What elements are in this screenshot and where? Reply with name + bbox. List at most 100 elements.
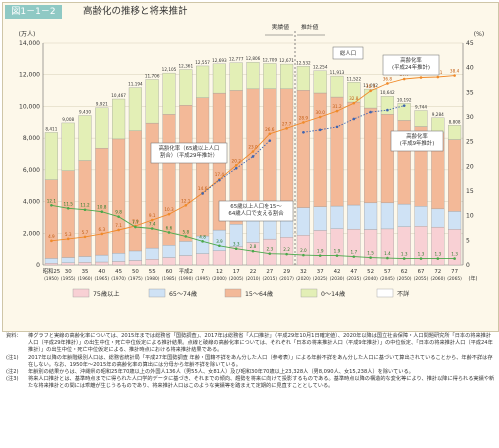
support-ratio-label: 7.4	[149, 221, 156, 226]
total-population-label: 12,557	[195, 60, 210, 65]
bar-segment-15-64	[448, 139, 462, 212]
support-ratio-line-point	[436, 257, 440, 260]
bar-segment-65-74	[44, 258, 58, 264]
y-tick-label-right: 10	[466, 213, 474, 220]
aging-rate-h9-annotation-line1: 高齢化率	[406, 132, 428, 140]
support-ratio-label: 1.5	[367, 251, 374, 256]
bar-segment-0-14	[263, 63, 277, 89]
bar-segment-65-74	[128, 250, 142, 261]
x-tick-label: 40	[98, 269, 105, 275]
bar-segment-75plus	[145, 259, 159, 266]
support-ratio-line-point	[352, 255, 356, 258]
support-ratio-line-point	[50, 204, 53, 207]
y-left-unit: (万人)	[19, 31, 36, 38]
aging-rate-line-point	[83, 235, 87, 239]
aging-rate-label: 14.6	[198, 186, 208, 191]
bar-segment-75plus	[179, 255, 193, 266]
support-ratio-line-point	[302, 253, 305, 257]
x-tick-label: 55	[149, 269, 156, 275]
support-ratio-label: 1.9	[317, 249, 324, 254]
aging-rate-line-point	[402, 77, 406, 81]
total-population-label: 9,921	[96, 102, 108, 107]
support-ratio-line-point	[150, 227, 154, 230]
legend-swatch	[376, 288, 394, 298]
support-ratio-label: 1.3	[401, 252, 408, 257]
aging-rate-label: 12.1	[181, 198, 191, 203]
support-ratio-label: 12.1	[47, 198, 57, 203]
bar-segment-15-64	[330, 96, 344, 207]
support-ratio-label: 2.8	[250, 244, 257, 249]
support-ratio-line-point	[83, 208, 87, 212]
bar-segment-15-64	[296, 90, 310, 208]
bar-segment-0-14	[212, 63, 226, 94]
total-population-label: 12,777	[229, 57, 244, 62]
aging-rate-label: 38.4	[450, 69, 460, 74]
aging-rate-h9-line-point	[201, 192, 204, 195]
bar-segment-75plus	[44, 263, 58, 266]
bar-segment-75plus	[196, 253, 210, 266]
aging-rate-label: 4.9	[48, 234, 55, 239]
bar-segment-0-14	[330, 75, 344, 98]
aging-rate-h9-line-point	[268, 139, 272, 142]
bar-segment-75plus	[330, 228, 344, 266]
aging-rate-label: 17.4	[215, 172, 225, 177]
x-tick-label: 30	[65, 269, 72, 275]
x-tick-label-western: (2017)	[279, 276, 294, 282]
y-tick-label-right: 0	[466, 262, 470, 269]
figure-title: 高齢化の推移と将来推計	[83, 6, 188, 17]
aging-rate-h9-line-point	[234, 167, 238, 170]
support-ratio-label: 1.7	[350, 250, 357, 255]
bar-segment-65-74	[414, 206, 428, 227]
aging-rate-line-point	[436, 75, 440, 79]
bar-segment-15-64	[179, 105, 193, 242]
support-ratio-line-point	[218, 244, 221, 248]
support-ratio-line-point	[419, 257, 423, 260]
note-source: 資料： 棒グラフと実線の高齢化率については、2015年までは総務省「国勢調査」、2…	[6, 333, 493, 354]
support-ratio-line-point	[234, 247, 238, 251]
bar-segment-15-64	[380, 114, 394, 204]
bar-segment-65-74	[296, 207, 310, 236]
aging-rate-line-point	[419, 76, 423, 79]
aging-rate-label: 27.7	[282, 121, 292, 126]
x-tick-label: 72	[434, 269, 441, 275]
total-population-label: 12,254	[313, 65, 328, 70]
x-tick-label-western: (1980)	[145, 276, 160, 282]
y-tick-label-left: 0	[36, 262, 40, 269]
aging-rate-label: 30.0	[316, 110, 326, 115]
aging-rate-h9-annotation-line2: (平成9年推計)	[400, 139, 435, 147]
support-ratio-line-point	[318, 254, 322, 257]
total-population-label: 10,192	[397, 97, 412, 102]
aging-rate-line-point	[100, 232, 104, 236]
bar-segment-65-74	[246, 218, 260, 243]
aging-rate-line-point	[318, 115, 322, 119]
support-ratio-label: 7.7	[132, 220, 139, 225]
legend-swatch	[224, 288, 242, 298]
support-ratio-annotation-line2: 64歳人口で支える割合	[228, 209, 284, 217]
bar-segment-15-64	[364, 107, 378, 204]
support-ratio-label: 1.3	[418, 252, 425, 257]
bar-segment-0-14	[431, 117, 445, 134]
total-population-label: 11,913	[330, 70, 345, 75]
bar-segment-65-74	[145, 247, 159, 260]
bar-segment-15-64	[246, 88, 260, 219]
x-tick-label: 29	[283, 269, 290, 275]
bar-segment-0-14	[145, 79, 159, 124]
x-tick-label-western: (2010)	[246, 276, 261, 282]
y-tick-label-right: 45	[466, 40, 474, 47]
aging-rate-label: 35.3	[366, 84, 376, 89]
y-tick-label-right: 30	[466, 114, 474, 121]
figure-number-badge: 図1－1－2	[5, 5, 62, 19]
bar-segment-0-14	[364, 88, 378, 109]
x-tick-label: 37	[317, 269, 324, 275]
y-tick-label-right: 35	[466, 89, 474, 96]
bar-segment-15-64	[263, 88, 277, 212]
support-ratio-label: 5.8	[182, 229, 189, 234]
x-tick-label: 60	[166, 269, 173, 275]
support-ratio-line-point	[184, 235, 188, 238]
total-population-label: 12,806	[246, 56, 261, 61]
aging-rate-line-point	[50, 239, 53, 243]
support-ratio-line-point	[268, 252, 272, 255]
aging-rate-h29-annotation-line1: 高齢化率（65歳以上人口	[159, 144, 220, 152]
support-ratio-label: 2.2	[283, 247, 290, 252]
x-tick-label: 27	[266, 269, 273, 275]
